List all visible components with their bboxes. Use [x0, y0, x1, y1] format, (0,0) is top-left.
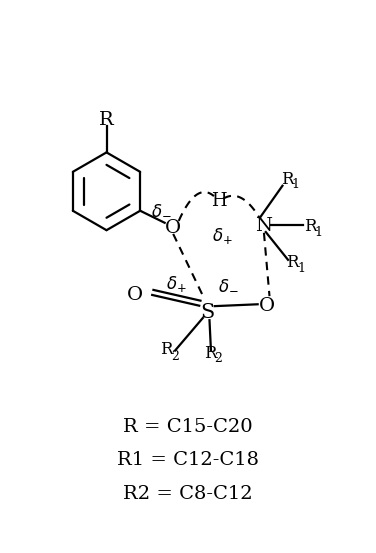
Text: 2: 2 [215, 352, 223, 366]
Text: R: R [99, 111, 114, 129]
Text: 1: 1 [297, 262, 305, 275]
Text: R1 = C12-C18: R1 = C12-C18 [117, 451, 259, 469]
Text: 2: 2 [171, 350, 179, 363]
Text: $\delta_{-}$: $\delta_{-}$ [218, 276, 238, 294]
Text: N: N [255, 217, 273, 236]
Text: $\delta_{-}$: $\delta_{-}$ [151, 201, 171, 217]
Text: O: O [259, 297, 275, 315]
Text: H: H [211, 192, 227, 210]
Text: R: R [303, 218, 316, 236]
Text: 1: 1 [292, 178, 300, 191]
Text: O: O [165, 219, 181, 237]
Text: R2 = C8-C12: R2 = C8-C12 [123, 485, 253, 503]
Text: $\delta_{+}$: $\delta_{+}$ [166, 274, 186, 294]
Text: R: R [286, 254, 299, 271]
Text: R: R [203, 345, 216, 362]
Text: 1: 1 [315, 226, 323, 239]
Text: R: R [160, 341, 173, 358]
Text: R: R [280, 171, 293, 188]
Text: R = C15-C20: R = C15-C20 [123, 418, 253, 436]
Text: $\delta_{+}$: $\delta_{+}$ [212, 226, 233, 246]
Text: O: O [127, 286, 143, 304]
Text: S: S [200, 303, 214, 322]
